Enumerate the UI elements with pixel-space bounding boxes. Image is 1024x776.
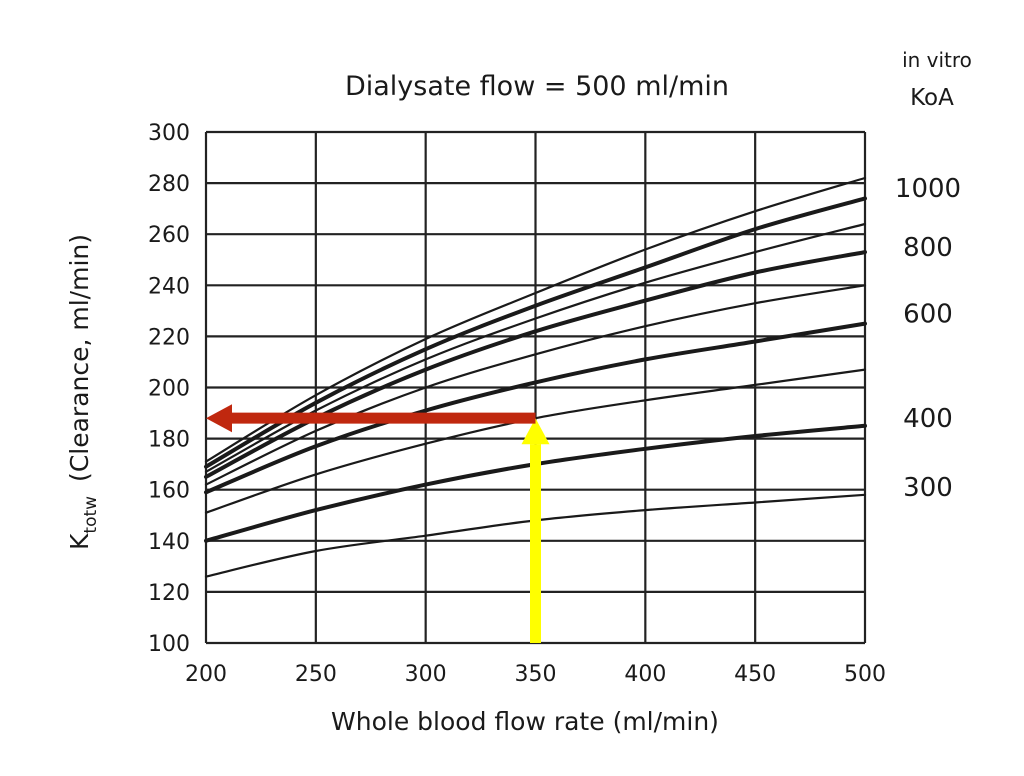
y-tick-label-260: 260 xyxy=(148,223,190,248)
y-tick-label-160: 160 xyxy=(148,479,190,504)
koa-curve-5 xyxy=(204,284,867,486)
y-tick-label-100: 100 xyxy=(148,632,190,657)
y-tick-label-120: 120 xyxy=(148,581,190,606)
arrow-head-1 xyxy=(521,418,550,445)
x-tick-label-350: 350 xyxy=(515,662,557,687)
y-tick-label-200: 200 xyxy=(148,377,190,402)
koa-header-line2: KoA xyxy=(910,85,954,111)
koa-label-300: 300 xyxy=(903,473,953,503)
y-tick-label-240: 240 xyxy=(148,274,190,299)
koa-curve-9 xyxy=(204,176,867,463)
y-tick-label-140: 140 xyxy=(148,530,190,555)
x-tick-label-200: 200 xyxy=(185,662,227,687)
koa-header-line1: in vitro xyxy=(902,48,972,72)
x-tick-label-500: 500 xyxy=(844,662,886,687)
annotations xyxy=(206,404,550,643)
arrow-head-2 xyxy=(206,404,232,433)
koa-curve-4 xyxy=(204,321,867,495)
y-axis-label-subscript: totw xyxy=(81,496,101,534)
x-tick-label-250: 250 xyxy=(295,662,337,687)
koa-curve-7 xyxy=(204,222,867,473)
x-tick-label-400: 400 xyxy=(624,662,666,687)
x-tick-label-300: 300 xyxy=(405,662,447,687)
koa-label-800: 800 xyxy=(903,233,953,263)
arrow-2 xyxy=(206,404,536,433)
y-axis-label-rest: (Clearance, ml/min) xyxy=(65,234,94,482)
y-axis-label: Ktotw (Clearance, ml/min) xyxy=(65,234,101,550)
y-tick-label-280: 280 xyxy=(148,172,190,197)
koa-label-1000: 1000 xyxy=(895,174,961,204)
y-tick-label-220: 220 xyxy=(148,325,190,350)
koa-label-600: 600 xyxy=(903,299,953,329)
x-axis-label: Whole blood flow rate (ml/min) xyxy=(331,707,719,736)
y-axis-label-main: K xyxy=(65,533,94,550)
tick-labels: 200 250 300 350 400 450 500 100 120 140 160 180 200 2… xyxy=(148,121,886,687)
y-axis-label-text: Ktotw (Clearance, ml/min) xyxy=(65,234,101,550)
y-tick-label-300: 300 xyxy=(148,121,190,146)
arrow-1 xyxy=(521,418,550,643)
chart-title: Dialysate flow = 500 ml/min xyxy=(345,71,729,102)
x-tick-label-450: 450 xyxy=(734,662,776,687)
grid xyxy=(204,130,867,645)
y-tick-label-180: 180 xyxy=(148,428,190,453)
koa-label-400: 400 xyxy=(903,404,953,434)
koa-curve-8 xyxy=(204,196,867,469)
koa-labels: 1000 800 600 400 300 xyxy=(895,174,961,503)
